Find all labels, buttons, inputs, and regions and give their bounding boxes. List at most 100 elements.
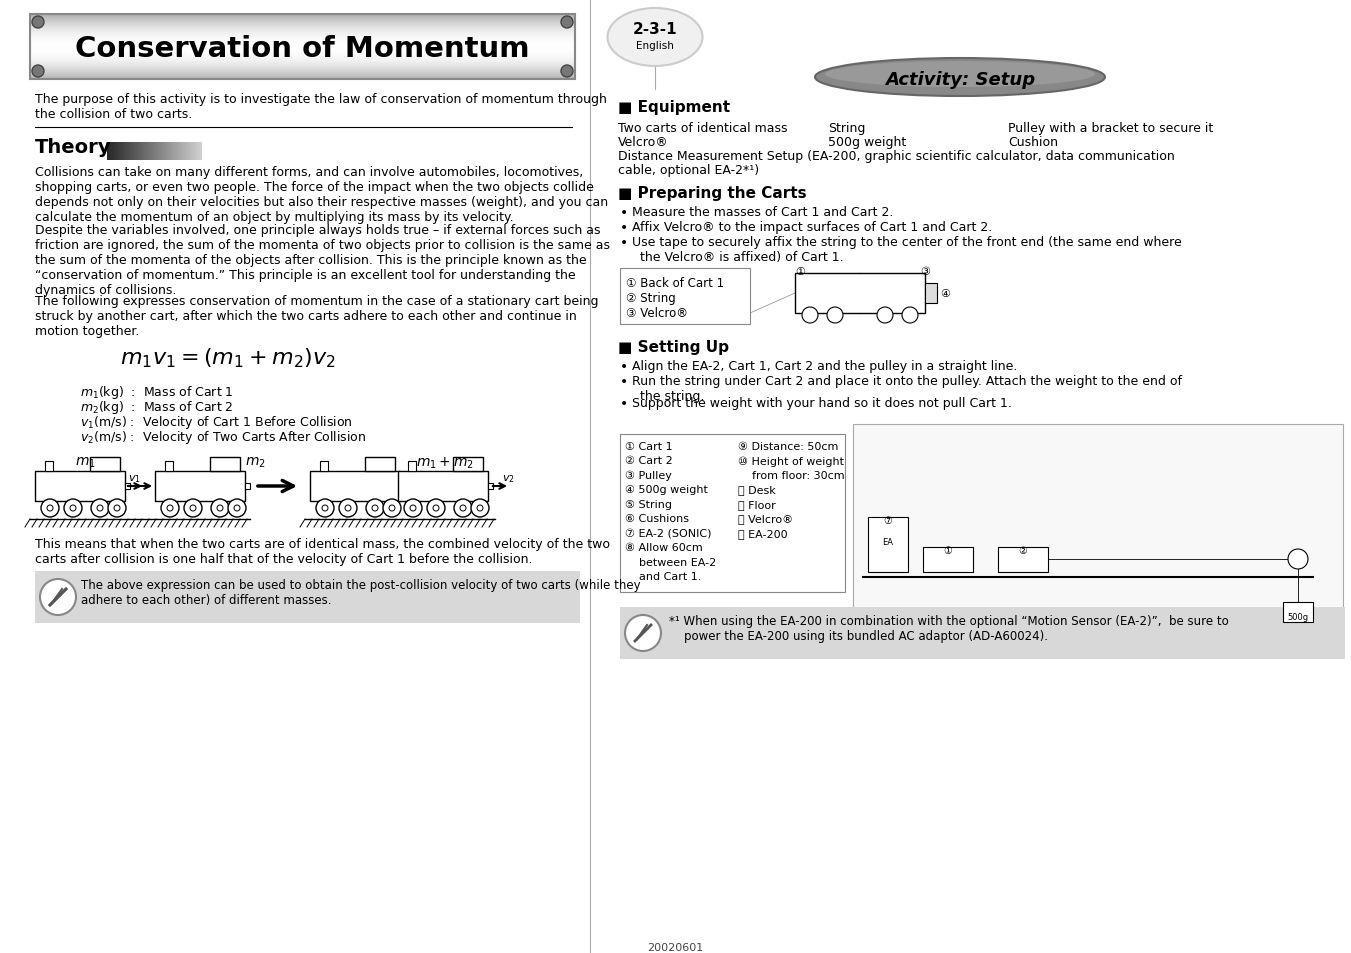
Circle shape xyxy=(32,66,45,78)
Circle shape xyxy=(91,499,109,517)
Bar xyxy=(30,22,576,23)
Bar xyxy=(30,68,576,69)
Bar xyxy=(45,461,53,472)
Text: $m_1$: $m_1$ xyxy=(74,456,96,470)
Text: $v_2$: $v_2$ xyxy=(503,473,515,484)
Circle shape xyxy=(190,505,196,512)
Circle shape xyxy=(454,499,471,517)
Text: The above expression can be used to obtain the post-collision velocity of two ca: The above expression can be used to obta… xyxy=(81,578,640,606)
Circle shape xyxy=(366,499,384,517)
Text: 2-3-1: 2-3-1 xyxy=(632,23,677,37)
Text: •: • xyxy=(620,396,628,411)
Text: ③ Velcro®: ③ Velcro® xyxy=(626,307,688,319)
Circle shape xyxy=(322,505,328,512)
Bar xyxy=(30,26,576,27)
Bar xyxy=(30,42,576,43)
Text: English: English xyxy=(636,41,674,51)
Bar xyxy=(30,70,576,71)
Circle shape xyxy=(626,616,661,651)
Text: from floor: 30cm: from floor: 30cm xyxy=(738,471,844,480)
Text: Measure the masses of Cart 1 and Cart 2.: Measure the masses of Cart 1 and Cart 2. xyxy=(632,206,893,219)
Circle shape xyxy=(389,505,394,512)
Ellipse shape xyxy=(825,62,1096,88)
Circle shape xyxy=(168,505,173,512)
Bar xyxy=(30,18,576,19)
Bar xyxy=(30,43,576,44)
Bar xyxy=(30,23,576,24)
Bar xyxy=(35,472,126,501)
Text: •: • xyxy=(620,221,628,234)
Bar xyxy=(30,61,576,62)
Bar xyxy=(30,79,576,80)
Text: Pulley with a bracket to secure it: Pulley with a bracket to secure it xyxy=(1008,122,1213,135)
Bar xyxy=(30,48,576,49)
Circle shape xyxy=(41,499,59,517)
Circle shape xyxy=(113,505,120,512)
Bar xyxy=(30,69,576,70)
Bar xyxy=(30,59,576,60)
Bar xyxy=(620,607,1346,659)
Text: ① Cart 1: ① Cart 1 xyxy=(626,441,673,452)
Circle shape xyxy=(902,308,917,324)
Bar xyxy=(30,33,576,34)
Bar xyxy=(30,15,576,80)
Bar xyxy=(925,284,938,304)
Text: 500g: 500g xyxy=(1288,613,1309,621)
Text: Affix Velcro® to the impact surfaces of Cart 1 and Cart 2.: Affix Velcro® to the impact surfaces of … xyxy=(632,221,992,233)
Bar xyxy=(399,472,488,501)
Bar xyxy=(453,457,484,472)
Bar xyxy=(165,461,173,472)
Circle shape xyxy=(108,499,126,517)
Bar xyxy=(30,41,576,42)
Ellipse shape xyxy=(608,9,703,67)
Bar xyxy=(400,483,405,490)
Text: ② String: ② String xyxy=(626,292,676,305)
Bar xyxy=(30,75,576,76)
Bar xyxy=(30,24,576,25)
Bar xyxy=(30,63,576,64)
Text: •: • xyxy=(620,375,628,389)
Bar xyxy=(794,274,925,314)
Circle shape xyxy=(827,308,843,324)
Bar xyxy=(30,77,576,78)
Bar xyxy=(30,76,576,77)
Bar xyxy=(30,25,576,26)
Circle shape xyxy=(404,499,422,517)
Bar xyxy=(620,269,750,325)
Circle shape xyxy=(234,505,240,512)
Bar xyxy=(30,17,576,18)
Text: Use tape to securely affix the string to the center of the front end (the same e: Use tape to securely affix the string to… xyxy=(632,235,1182,264)
Bar xyxy=(30,73,576,74)
Circle shape xyxy=(211,499,230,517)
Bar xyxy=(30,62,576,63)
Bar xyxy=(209,457,240,472)
Text: ⑨ Distance: 50cm: ⑨ Distance: 50cm xyxy=(738,441,839,452)
Text: $v_1$(m/s) :  Velocity of Cart 1 Before Collision: $v_1$(m/s) : Velocity of Cart 1 Before C… xyxy=(80,414,353,431)
Text: Activity: Setup: Activity: Setup xyxy=(885,71,1035,89)
Text: ①: ① xyxy=(943,545,952,556)
Bar xyxy=(30,46,576,47)
Bar xyxy=(30,71,576,73)
Text: ③: ③ xyxy=(920,267,929,276)
Text: ■ Preparing the Carts: ■ Preparing the Carts xyxy=(617,186,807,201)
Bar xyxy=(30,60,576,61)
Circle shape xyxy=(561,66,573,78)
Text: $m_1$(kg)  :  Mass of Cart 1: $m_1$(kg) : Mass of Cart 1 xyxy=(80,384,234,400)
Bar xyxy=(30,40,576,41)
Text: Cushion: Cushion xyxy=(1008,136,1058,149)
Text: ⑧ Allow 60cm: ⑧ Allow 60cm xyxy=(626,543,703,553)
Text: ⑦: ⑦ xyxy=(884,516,893,525)
Bar xyxy=(867,517,908,573)
Text: cable, optional EA-2*¹): cable, optional EA-2*¹) xyxy=(617,164,759,177)
Text: ⑤ String: ⑤ String xyxy=(626,499,671,510)
Bar xyxy=(30,52,576,53)
Text: ⑥ Cushions: ⑥ Cushions xyxy=(626,514,689,524)
Bar xyxy=(245,483,250,490)
Circle shape xyxy=(802,308,817,324)
Text: Support the weight with your hand so it does not pull Cart 1.: Support the weight with your hand so it … xyxy=(632,396,1012,410)
Bar xyxy=(30,30,576,32)
Text: ⑭ EA-200: ⑭ EA-200 xyxy=(738,529,788,538)
Text: The following expresses conservation of momentum in the case of a stationary car: The following expresses conservation of … xyxy=(35,295,598,338)
Bar xyxy=(620,435,844,593)
Bar xyxy=(30,34,576,35)
